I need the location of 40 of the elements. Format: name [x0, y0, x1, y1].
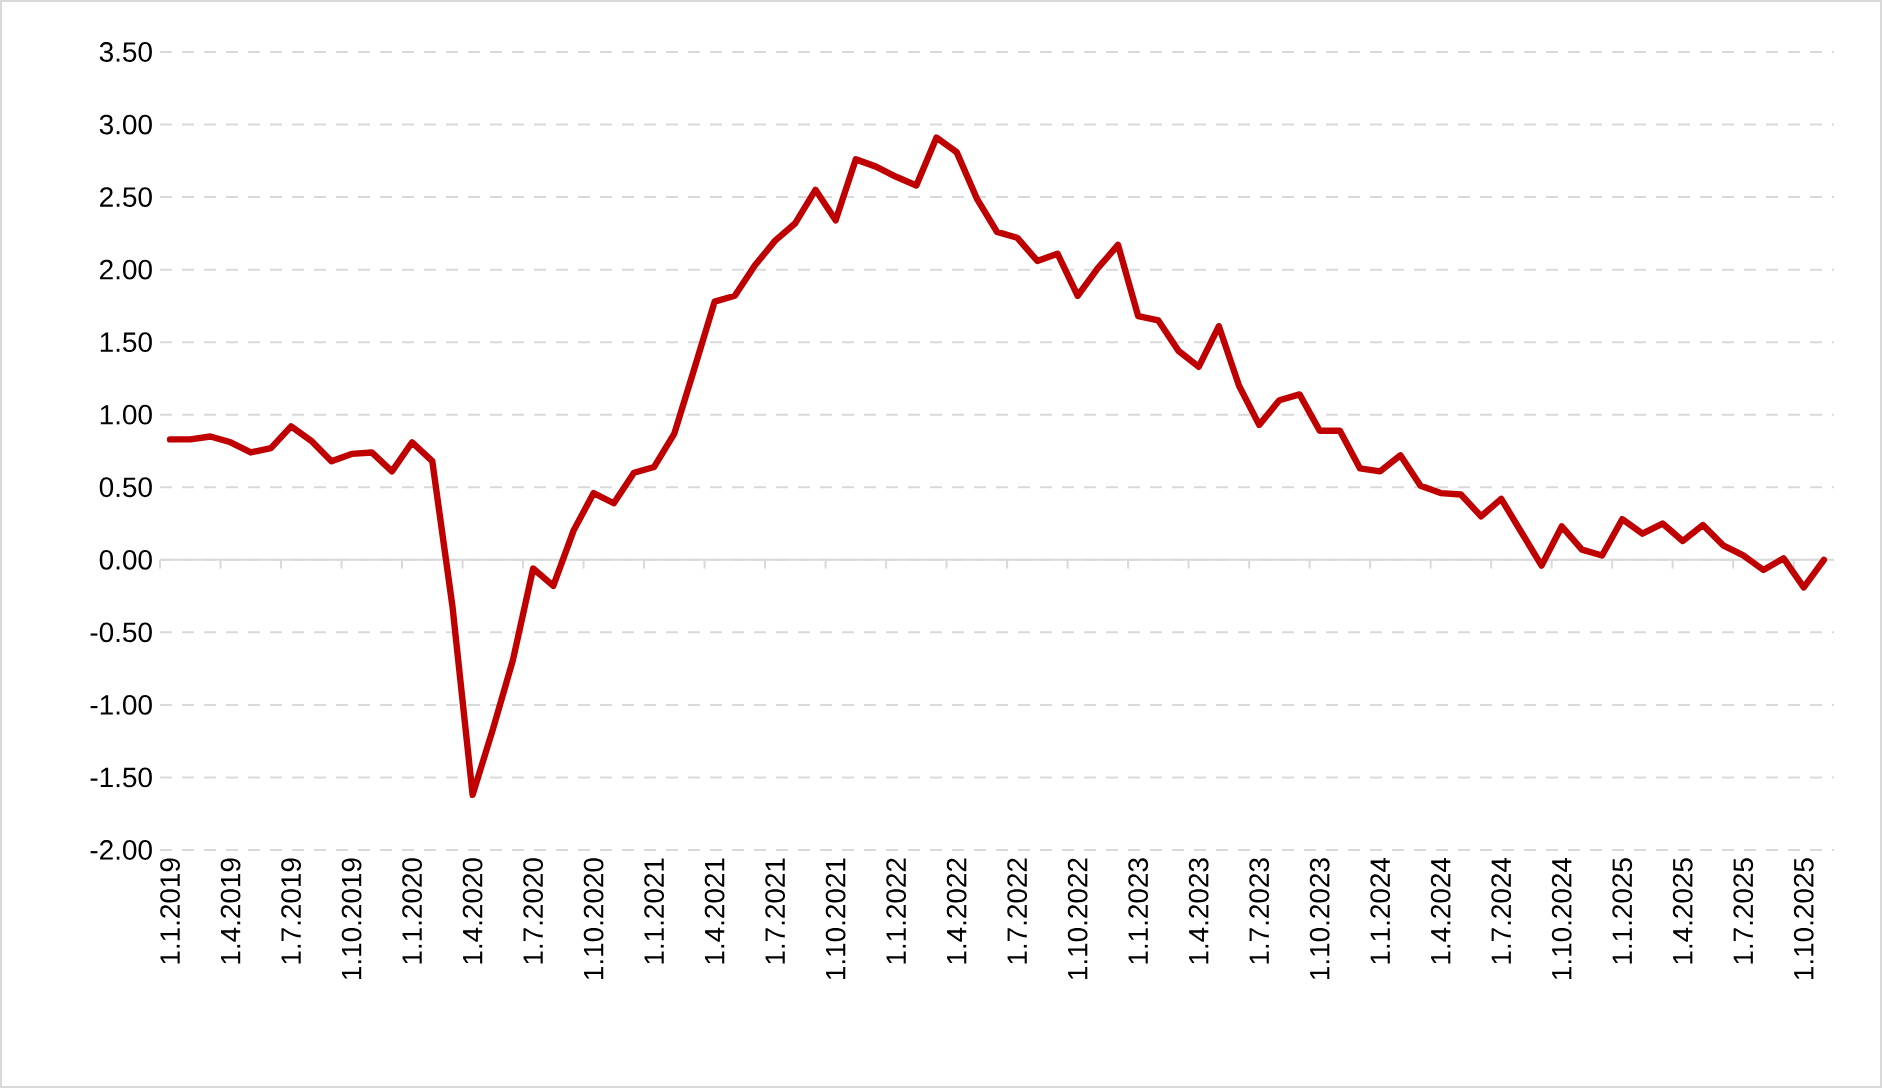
x-tick-label: 1.7.2019 [281, 858, 301, 964]
x-tick-label: 1.7.2020 [523, 858, 544, 964]
y-tick-label: 0.50 [99, 477, 152, 498]
y-tick-label: 0.00 [99, 549, 152, 570]
y-tick-label: -1.00 [90, 695, 152, 715]
x-tick-label: 1.1.2020 [402, 858, 422, 964]
x-tick-label: 1.4.2020 [462, 858, 483, 964]
x-tick-label: 1.10.2024 [1551, 857, 1572, 980]
y-tick-label: -2.00 [90, 840, 152, 860]
x-tick-label: 1.10.2023 [1309, 858, 1330, 980]
x-tick-label: 1.7.2025 [1733, 858, 1754, 964]
x-tick-label: 1.1.2019 [160, 858, 180, 964]
y-tick-label: 3.50 [99, 42, 152, 62]
y-tick-label: 1.50 [100, 332, 152, 353]
x-tick-label: 1.10.2025 [1793, 858, 1814, 980]
y-tick-label: -0.50 [90, 622, 152, 643]
y-tick-label: -1.50 [90, 767, 152, 788]
x-tick-label: 1.4.2024 [1430, 857, 1451, 964]
x-tick-label: 1.4.2025 [1672, 858, 1693, 964]
x-tick-label: 1.4.2022 [946, 858, 967, 964]
x-tick-label: 1.10.2021 [825, 858, 846, 980]
x-tick-label: 1.10.2020 [583, 858, 604, 980]
x-tick-label: 1.1.2024 [1370, 857, 1391, 964]
x-tick-label: 1.10.2022 [1067, 858, 1088, 980]
x-tick-label: 1.7.2023 [1249, 858, 1270, 964]
x-tick-label: 1.1.2023 [1128, 858, 1149, 964]
y-tick-label: 1.00 [100, 404, 152, 425]
x-tick-label: 1.1.2022 [886, 858, 907, 964]
x-tick-label: 1.10.2019 [341, 858, 362, 980]
x-tick-label: 1.7.2024 [1491, 857, 1512, 964]
x-tick-label: 1.4.2021 [704, 858, 725, 964]
y-tick-label: 2.50 [100, 187, 152, 207]
x-tick-label: 1.4.2019 [220, 858, 241, 964]
x-tick-label: 1.4.2023 [1188, 858, 1209, 964]
y-tick-label: 2.00 [100, 259, 152, 280]
x-tick-label: 1.7.2021 [765, 858, 786, 964]
x-tick-label: 1.7.2022 [1007, 858, 1028, 964]
y-tick-label: 3.00 [99, 114, 152, 135]
x-tick-label: 1.1.2021 [644, 858, 665, 964]
x-tick-label: 1.1.2025 [1612, 858, 1633, 964]
